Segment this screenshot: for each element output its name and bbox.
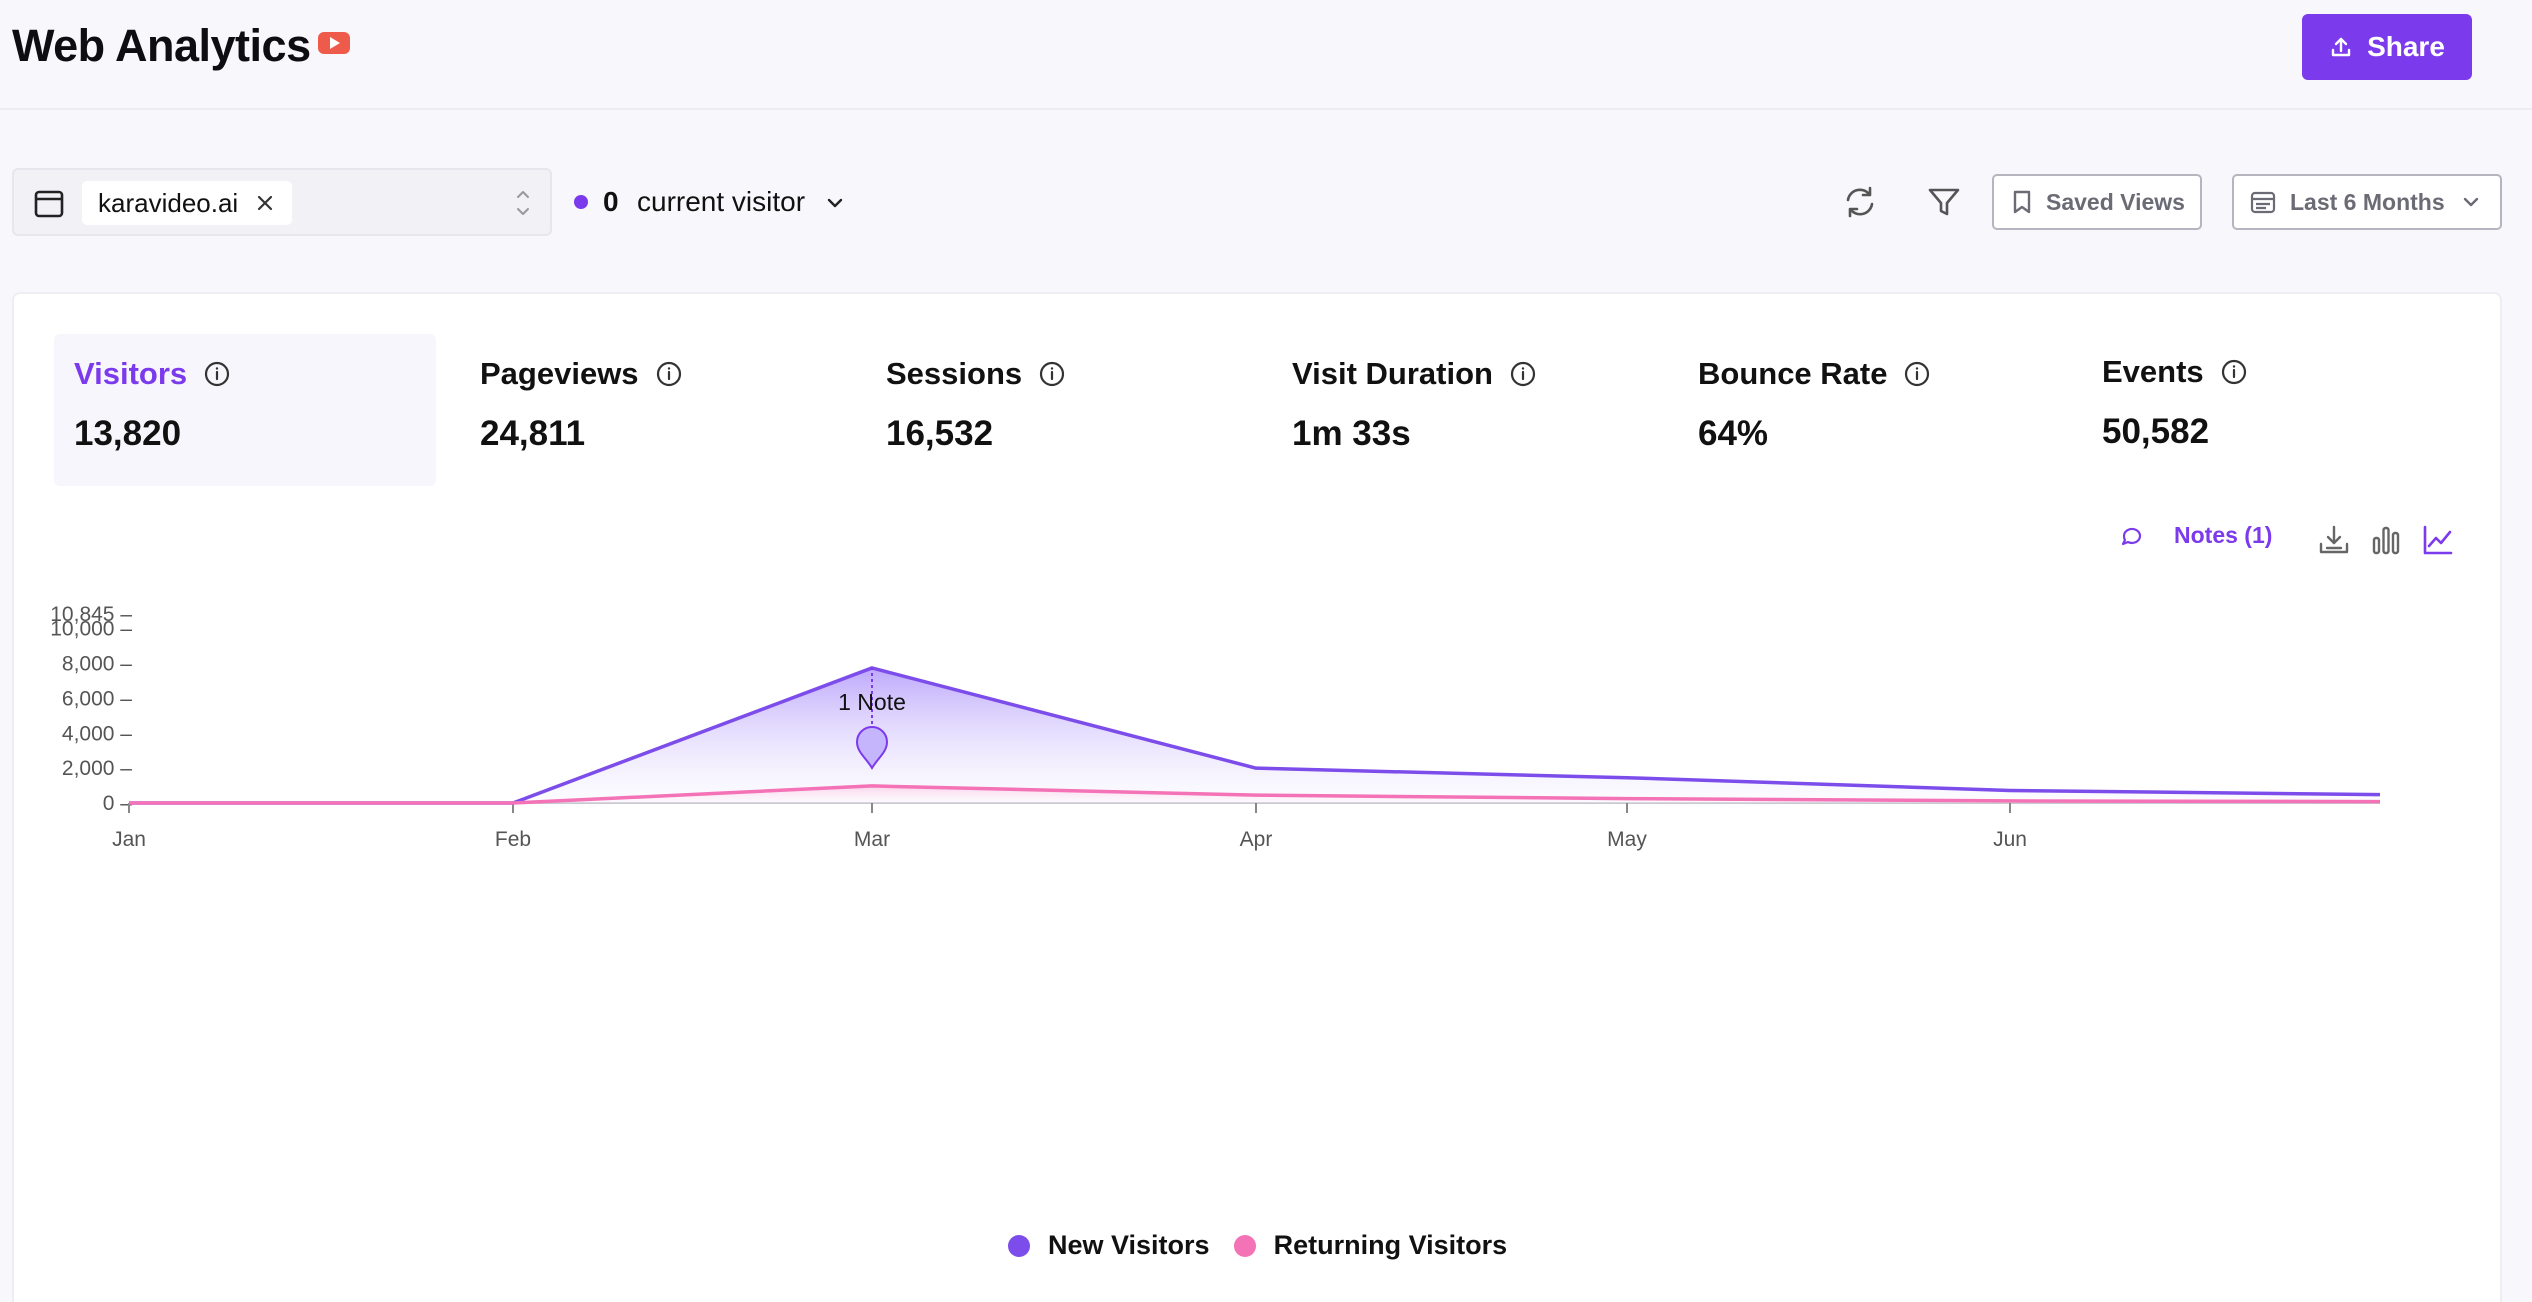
info-icon[interactable] [1903, 360, 1931, 388]
annotation-label: 1 Note [838, 689, 906, 715]
comment-icon [2121, 527, 2142, 545]
chart-legend: New Visitors Returning Visitors [1008, 1230, 1507, 1261]
series-new-visitors-area [129, 667, 2380, 803]
metric-value: 16,532 [886, 414, 994, 453]
x-tick-label: May [1607, 828, 1647, 851]
metric-label: Bounce Rate [1698, 356, 1888, 391]
metric-visitors[interactable]: Visitors 13,820 [54, 334, 436, 486]
saved-views-label: Saved Views [2046, 188, 2185, 215]
close-icon[interactable] [254, 192, 276, 214]
legend-dot [1233, 1234, 1256, 1257]
metric-value: 24,811 [480, 414, 586, 453]
metric-label: Pageviews [480, 356, 639, 391]
filter-icon[interactable] [1924, 182, 1964, 222]
bookmark-icon [2013, 190, 2031, 214]
share-button-label: Share [2367, 31, 2445, 62]
y-tick-label: 10,000 – [50, 618, 132, 641]
metric-value: 13,820 [74, 414, 182, 453]
saved-views-button[interactable]: Saved Views [1992, 174, 2202, 230]
metric-label: Events [2102, 354, 2204, 389]
chevron-down-icon[interactable] [822, 190, 848, 216]
x-tick-label: Apr [1240, 828, 1273, 851]
info-icon[interactable] [1509, 360, 1537, 388]
upload-icon [2331, 37, 2351, 57]
info-icon[interactable] [203, 360, 231, 388]
metric-pageviews[interactable]: Pageviews 24,811 [460, 334, 842, 486]
series-returning-visitors-area [129, 785, 2380, 803]
y-tick-label: 8,000 – [62, 653, 132, 676]
info-icon[interactable] [2220, 358, 2248, 386]
browser-window-icon [34, 190, 64, 218]
metric-value: 1m 33s [1292, 414, 1411, 453]
metric-label: Visitors [74, 356, 188, 391]
page-title: Web Analytics [12, 20, 311, 71]
site-selector[interactable]: karavideo.ai [12, 168, 552, 236]
metric-label: Sessions [886, 356, 1023, 391]
chevron-up-down-icon[interactable] [514, 186, 532, 220]
y-tick-label: 10,845 – [50, 603, 132, 626]
visitors-chart: 10,845 –10,000 – 8,000 – 6,000 – 4,000 – 2,0… [50, 603, 2381, 851]
metric-value: 64% [1698, 414, 1769, 453]
x-axis: Jan Feb Mar Apr May Jun [112, 802, 2380, 851]
info-icon[interactable] [1038, 360, 1066, 388]
line-chart-icon[interactable] [2420, 522, 2456, 558]
metric-sessions[interactable]: Sessions 16,532 [866, 334, 1248, 486]
page-header: Web Analytics Share [0, 0, 2532, 110]
current-visitor-label[interactable]: current visitor [637, 186, 806, 217]
legend-item-returning-visitors[interactable]: Returning Visitors [1233, 1230, 1508, 1261]
analytics-card: Visitors 13,820 Pageviews 24,811 Session… [12, 292, 2502, 1302]
y-tick-label: 4,000 – [62, 722, 132, 745]
note-pin-icon[interactable] [855, 726, 889, 770]
x-tick-label: Jun [1993, 828, 2027, 851]
y-tick-label: 6,000 – [62, 687, 132, 710]
current-visitor-count: 0 [603, 186, 619, 217]
notes-label: Notes (1) [2174, 522, 2273, 548]
metric-label: Visit Duration [1292, 356, 1493, 391]
date-range-label: Last 6 Months [2290, 188, 2445, 215]
x-tick-label: Jan [112, 828, 146, 851]
x-tick-label: Feb [495, 828, 531, 851]
notes-button[interactable]: Notes (1) [2120, 522, 2272, 549]
refresh-icon[interactable] [1840, 182, 1880, 222]
live-dot-icon [574, 195, 588, 209]
metric-events[interactable]: Events 50,582 [2082, 332, 2464, 484]
bar-chart-icon[interactable] [2368, 522, 2404, 558]
share-button[interactable]: Share [2302, 14, 2472, 80]
legend-label: New Visitors [1048, 1230, 1210, 1260]
calendar-icon [2250, 191, 2276, 214]
y-tick-label: 0 – [103, 792, 133, 815]
legend-label: Returning Visitors [1273, 1230, 1508, 1260]
info-icon[interactable] [655, 360, 683, 388]
series-layer [128, 666, 2381, 805]
legend-item-new-visitors[interactable]: New Visitors [1008, 1230, 1210, 1261]
chevron-down-icon [2463, 197, 2478, 207]
y-axis: 10,845 –10,000 – 8,000 – 6,000 – 4,000 – 2,0… [50, 603, 132, 815]
y-tick-label: 2,000 – [62, 757, 132, 780]
date-range-dropdown[interactable]: Last 6 Months [2232, 174, 2502, 230]
site-chip-label: karavideo.ai [98, 187, 239, 218]
metric-bounce-rate[interactable]: Bounce Rate 64% [1678, 334, 2060, 486]
x-tick-label: Mar [854, 828, 890, 851]
youtube-icon [318, 32, 350, 54]
metric-visit-duration[interactable]: Visit Duration 1m 33s [1272, 334, 1654, 486]
download-icon[interactable] [2316, 522, 2352, 558]
annotation-layer: 1 Note [838, 667, 906, 770]
site-chip[interactable]: karavideo.ai [82, 181, 293, 225]
metric-value: 50,582 [2102, 412, 2210, 451]
legend-dot [1008, 1234, 1030, 1257]
